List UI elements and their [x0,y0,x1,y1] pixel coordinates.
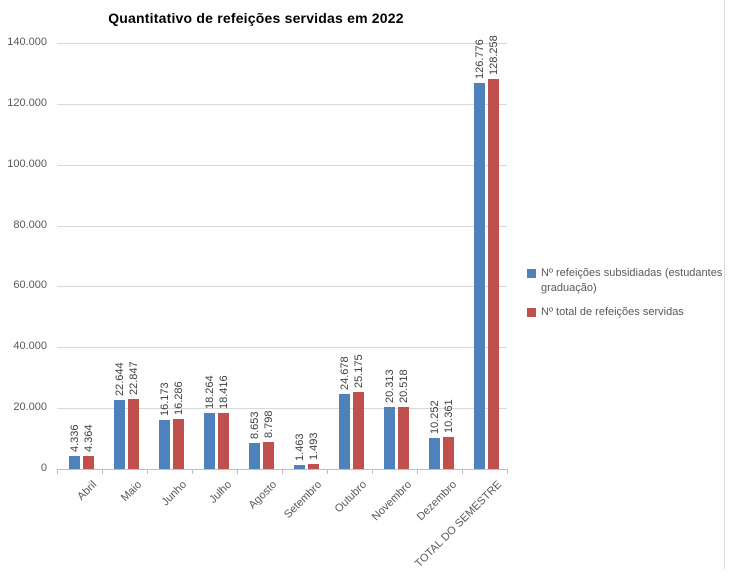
y-tick-label: 0 [40,462,47,474]
data-label: 10.361 [442,399,455,433]
data-label: 10.252 [428,400,441,434]
y-tick-label: 140.000 [7,36,47,48]
data-label: 4.364 [82,424,95,452]
y-tick-label: 60.000 [13,279,47,291]
x-axis-tick [147,469,148,474]
gridline [57,226,507,227]
gridline [57,165,507,166]
x-axis-tick [372,469,373,474]
x-axis-tick [507,469,508,474]
bar-subsidized [159,420,170,469]
data-label: 1.463 [293,433,306,461]
gridline [57,347,507,348]
data-label: 16.286 [172,381,185,415]
data-label: 24.678 [338,356,351,390]
chart-right-border [724,0,725,569]
bar-subsidized [69,456,80,469]
bar-subsidized [474,83,485,469]
data-label: 18.416 [217,375,230,409]
data-label: 8.653 [248,411,261,439]
bar-total [488,79,499,469]
y-tick-label: 120.000 [7,97,47,109]
bar-subsidized [294,465,305,469]
data-label: 126.776 [473,39,486,79]
y-tick-label: 20.000 [13,401,47,413]
data-label: 22.644 [113,362,126,396]
data-label: 16.173 [158,382,171,416]
legend-swatch-blue [527,269,536,278]
chart-title: Quantitativo de refeições servidas em 20… [108,10,404,26]
x-axis-tick [57,469,58,474]
data-label: 8.798 [262,410,275,438]
bar-total [398,407,409,469]
bar-subsidized [384,407,395,469]
y-tick-label: 80.000 [13,219,47,231]
bar-subsidized [339,394,350,469]
legend-swatch-red [527,308,536,317]
gridline [57,408,507,409]
y-tick-label: 100.000 [7,158,47,170]
data-label: 1.493 [307,432,320,460]
bar-total [218,413,229,469]
bar-subsidized [114,400,125,469]
gridline [57,43,507,44]
x-axis-tick [417,469,418,474]
bar-total [308,464,319,469]
bar-total [263,442,274,469]
bar-total [83,456,94,469]
x-axis-tick [282,469,283,474]
data-label: 18.264 [203,375,216,409]
legend: Nº refeições subsidiadas (estudantes gra… [527,266,727,329]
legend-item-label: Nº total de refeições servidas [541,306,684,318]
legend-item-total: Nº total de refeições servidas [527,305,727,320]
bar-subsidized [249,443,260,469]
bar-total [173,419,184,469]
legend-item-label: Nº refeições subsidiadas (estudantes gra… [541,267,723,294]
data-label: 128.258 [487,35,500,75]
bar-total [128,399,139,469]
x-axis-tick [327,469,328,474]
data-label: 4.336 [68,424,81,452]
data-label: 25.175 [352,354,365,388]
x-axis-tick [237,469,238,474]
data-label: 20.518 [397,369,410,403]
y-tick-label: 40.000 [13,340,47,352]
bar-total [353,392,364,469]
legend-item-subsidized: Nº refeições subsidiadas (estudantes gra… [527,266,727,296]
x-axis-tick [102,469,103,474]
bar-total [443,437,454,469]
data-label: 20.313 [383,369,396,403]
gridline [57,286,507,287]
bar-subsidized [204,413,215,469]
data-label: 22.847 [127,361,140,395]
bar-subsidized [429,438,440,469]
x-axis-tick [192,469,193,474]
gridline [57,104,507,105]
x-axis-tick [462,469,463,474]
plot-area: 4.336 4.364 22.644 22.847 16.173 16.286 18.264… [57,35,508,474]
